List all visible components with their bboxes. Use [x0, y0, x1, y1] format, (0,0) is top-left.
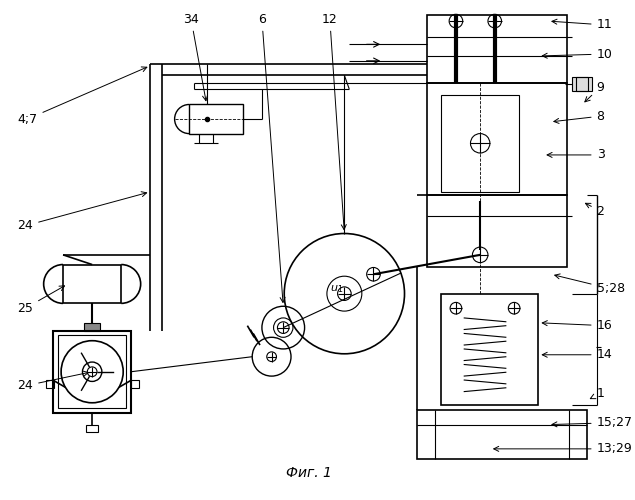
- Text: $u_1$: $u_1$: [330, 283, 344, 294]
- Text: 10: 10: [542, 48, 613, 60]
- Bar: [572, 78, 592, 91]
- Text: 24: 24: [17, 371, 88, 392]
- Bar: [576, 78, 588, 91]
- Bar: [63, 264, 121, 304]
- Text: 25: 25: [17, 286, 65, 314]
- Bar: [46, 380, 53, 388]
- Text: 4;7: 4;7: [17, 67, 147, 126]
- Text: 16: 16: [542, 319, 612, 332]
- Bar: [417, 410, 587, 459]
- Text: 24: 24: [17, 192, 147, 232]
- Bar: [53, 330, 131, 413]
- Bar: [427, 83, 568, 194]
- Text: 13;29: 13;29: [494, 442, 632, 456]
- Bar: [131, 380, 138, 388]
- Bar: [441, 95, 519, 192]
- Text: 5;28: 5;28: [555, 274, 625, 295]
- Text: 9: 9: [585, 80, 605, 102]
- Text: 2: 2: [585, 204, 605, 218]
- Text: 12: 12: [322, 12, 346, 230]
- Text: 3: 3: [547, 148, 605, 162]
- Bar: [58, 336, 126, 408]
- Bar: [427, 194, 568, 268]
- Bar: [441, 294, 538, 405]
- Text: 11: 11: [552, 18, 612, 32]
- Text: 14: 14: [542, 348, 612, 362]
- Bar: [427, 15, 568, 83]
- Text: 34: 34: [184, 12, 208, 101]
- Bar: [86, 424, 98, 432]
- Text: 8: 8: [554, 110, 605, 124]
- Text: 15;27: 15;27: [552, 416, 632, 429]
- Text: 1: 1: [591, 387, 605, 400]
- Bar: [189, 104, 243, 134]
- Text: 6: 6: [258, 12, 285, 302]
- Bar: [84, 323, 100, 330]
- Text: Фиг. 1: Фиг. 1: [286, 466, 331, 480]
